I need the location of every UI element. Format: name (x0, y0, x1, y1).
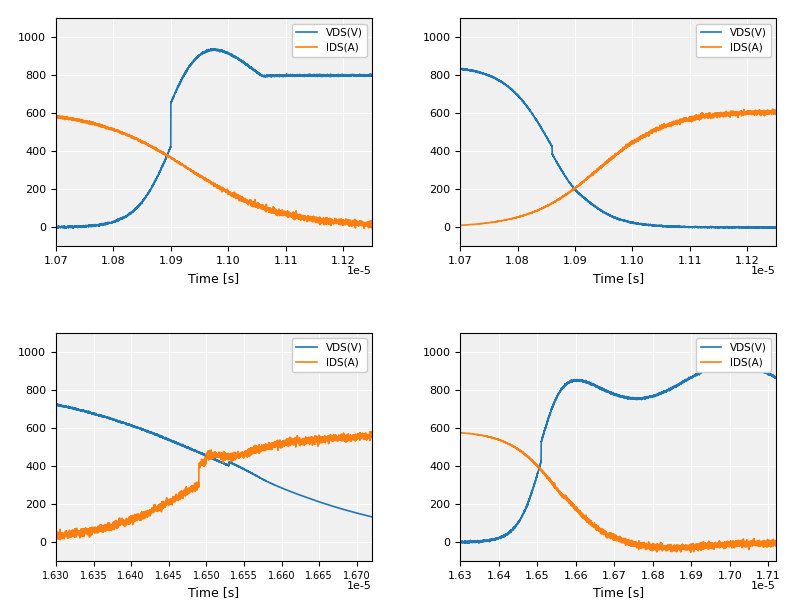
Legend: VDS(V), IDS(A): VDS(V), IDS(A) (292, 339, 366, 372)
Text: 1e-5: 1e-5 (751, 581, 776, 590)
Text: 1e-5: 1e-5 (751, 266, 776, 276)
X-axis label: Time [s]: Time [s] (593, 271, 644, 285)
X-axis label: Time [s]: Time [s] (188, 586, 239, 600)
X-axis label: Time [s]: Time [s] (188, 271, 239, 285)
Legend: VDS(V), IDS(A): VDS(V), IDS(A) (292, 24, 366, 57)
Text: 1e-5: 1e-5 (347, 581, 372, 590)
Legend: VDS(V), IDS(A): VDS(V), IDS(A) (697, 339, 770, 372)
Text: 1e-5: 1e-5 (347, 266, 372, 276)
X-axis label: Time [s]: Time [s] (593, 586, 644, 600)
Legend: VDS(V), IDS(A): VDS(V), IDS(A) (697, 24, 770, 57)
